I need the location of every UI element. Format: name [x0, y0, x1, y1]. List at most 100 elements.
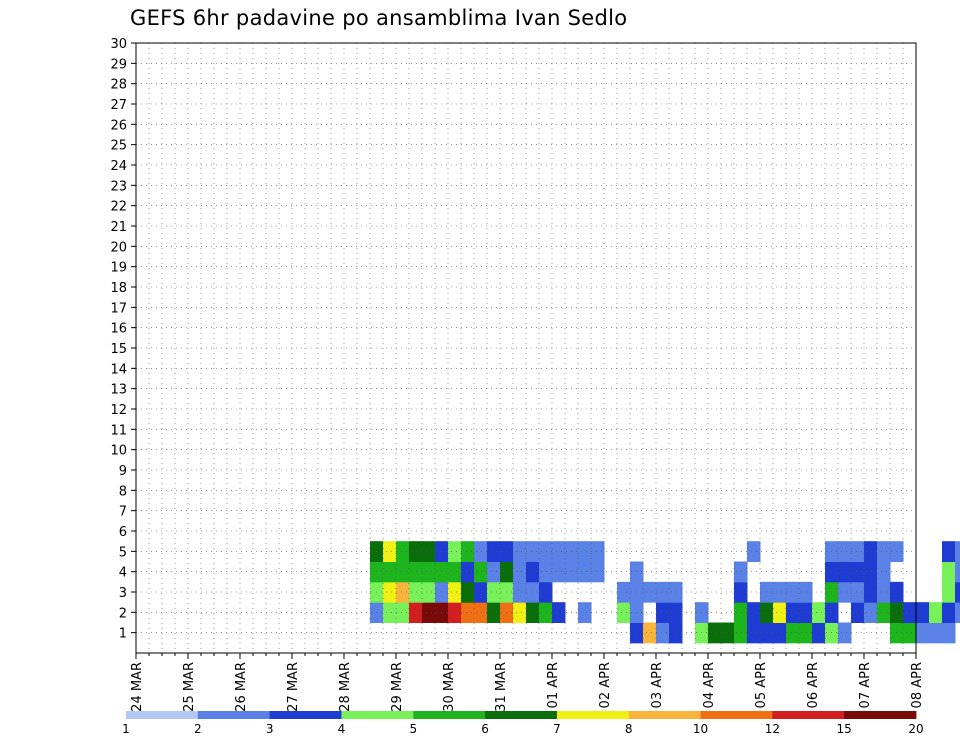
y-tick-label: 16: [110, 322, 127, 337]
heatmap-cell: [513, 541, 527, 562]
heatmap-cell: [838, 622, 852, 644]
legend-label: 20: [908, 722, 923, 736]
heatmap-cell: [487, 602, 501, 623]
legend-label: 6: [481, 722, 489, 736]
y-tick-label: 22: [110, 200, 127, 215]
x-tick-label: 01 APR: [546, 662, 561, 708]
y-tick-label: 23: [110, 179, 127, 194]
y-tick-label: 2: [119, 606, 127, 621]
heatmap-cell: [877, 561, 891, 583]
y-tick-label: 11: [110, 423, 127, 438]
legend-swatch: [126, 711, 199, 719]
legend-label: 8: [625, 722, 633, 736]
legend-swatch: [844, 711, 917, 719]
y-tick-label: 20: [110, 240, 127, 255]
heatmap-cell: [487, 581, 501, 603]
heatmap-cell: [786, 622, 800, 644]
heatmap-cell: [669, 602, 683, 623]
heatmap-cell: [617, 602, 631, 623]
heatmap-cell: [838, 561, 852, 583]
heatmap-cell: [409, 541, 423, 562]
legend-swatch: [341, 711, 414, 719]
heatmap-cell: [513, 561, 527, 583]
y-tick-label: 4: [119, 566, 127, 581]
legend-label: 7: [553, 722, 561, 736]
heatmap-cell: [422, 602, 436, 623]
heatmap-cell: [487, 541, 501, 562]
legend-swatch: [700, 711, 773, 719]
heatmap-cell: [396, 581, 410, 603]
legend-label: 4: [338, 722, 346, 736]
heatmap-cell: [916, 602, 930, 623]
heatmap-cell: [799, 602, 813, 623]
heatmap-cell: [396, 602, 410, 623]
legend-swatch: [197, 711, 271, 719]
heatmap-cell: [383, 581, 397, 603]
chart-title: GEFS 6hr padavine po ansamblima Ivan Sed…: [130, 6, 628, 30]
heatmap-cell: [773, 581, 787, 603]
y-tick-label: 1: [119, 627, 127, 642]
y-tick-label: 30: [110, 37, 127, 52]
heatmap-cell: [539, 541, 553, 562]
legend-swatch: [628, 711, 701, 719]
heatmap-cell: [448, 561, 462, 583]
heatmap-cell: [903, 622, 917, 644]
x-tick-label: 31 MAR: [494, 662, 509, 712]
x-tick-label: 25 MAR: [182, 662, 197, 712]
heatmap-cell: [773, 622, 787, 644]
heatmap-cell: [942, 581, 956, 603]
heatmap-cell: [461, 541, 475, 562]
heatmap-cell: [851, 561, 865, 583]
heatmap-cell: [539, 602, 553, 623]
y-tick-label: 12: [110, 403, 127, 418]
heatmap-cell: [526, 561, 540, 583]
heatmap-cell: [513, 581, 527, 603]
heatmap-cell: [669, 581, 683, 603]
heatmap-cell: [513, 602, 527, 623]
heatmap-cell: [474, 541, 488, 562]
heatmap-cell: [422, 561, 436, 583]
y-tick-label: 13: [110, 383, 127, 398]
legend-label: 10: [693, 722, 708, 736]
y-tick-label: 25: [110, 139, 127, 154]
heatmap-cell: [812, 602, 826, 623]
heatmap-cell: [851, 541, 865, 562]
heatmap-cell: [734, 561, 748, 583]
y-tick-label: 6: [119, 525, 127, 540]
heatmap-cell: [591, 541, 605, 562]
y-tick-label: 18: [110, 281, 127, 296]
legend-swatch: [556, 711, 630, 719]
x-tick-label: 27 MAR: [286, 662, 301, 712]
heatmap-cell: [643, 622, 657, 644]
grid-lines: [136, 43, 917, 653]
heatmap-cell: [708, 622, 722, 644]
heatmap-cell: [539, 561, 553, 583]
x-tick-label: 05 APR: [754, 662, 769, 708]
y-tick-label: 26: [110, 118, 127, 133]
heatmap-cell: [734, 622, 748, 644]
y-tick-label: 8: [119, 484, 127, 499]
heatmap-cell: [864, 602, 878, 623]
heatmap-cell: [747, 541, 761, 562]
heatmap-cell: [903, 602, 917, 623]
y-tick-label: 29: [110, 57, 127, 72]
heatmap-cell: [864, 541, 878, 562]
heatmap-cell: [539, 581, 553, 603]
x-tick-label: 06 APR: [806, 662, 821, 708]
y-tick-label: 19: [110, 261, 127, 276]
heatmap-cell: [942, 622, 956, 644]
heatmap-cell: [656, 602, 670, 623]
heatmap-cell: [929, 622, 943, 644]
y-tick-label: 17: [110, 301, 127, 316]
legend-label: 3: [266, 722, 274, 736]
heatmap-cell: [838, 541, 852, 562]
heatmap-cell: [929, 602, 943, 623]
y-tick-label: 24: [110, 159, 127, 174]
heatmap-cell: [734, 581, 748, 603]
heatmap-cell: [851, 581, 865, 603]
heatmap-cell: [474, 561, 488, 583]
color-legend: 1 2 3 4 5 6 7 8 10 12 15 20: [122, 711, 924, 736]
heatmap-cell: [448, 541, 462, 562]
heatmap-cell: [461, 602, 475, 623]
heatmap-cell: [942, 541, 956, 562]
